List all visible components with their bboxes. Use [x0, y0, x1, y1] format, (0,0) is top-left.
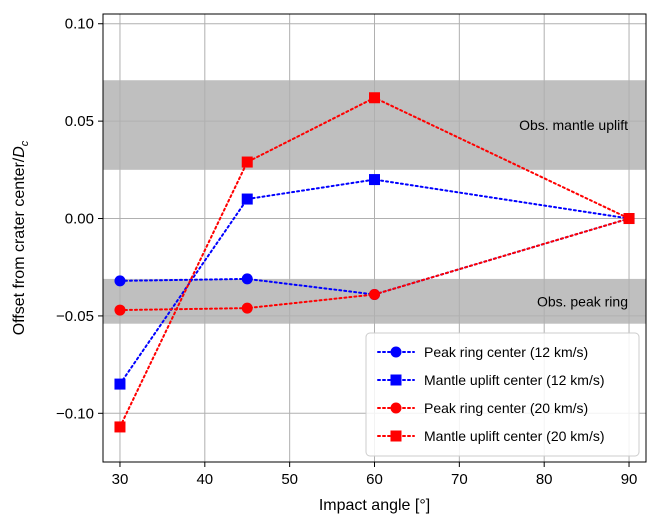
series-line	[118, 178, 631, 386]
series-layer	[114, 92, 635, 433]
series-line	[118, 217, 631, 296]
y-tick-label: 0.05	[65, 113, 94, 130]
x-tick-label: 70	[451, 471, 468, 488]
labels-layer: Obs. mantle uplift Obs. peak ring	[519, 117, 628, 309]
x-tick-label: 90	[621, 471, 638, 488]
data-point	[114, 275, 126, 287]
x-axis-label: Impact angle [°]	[319, 497, 430, 514]
x-tick-label: 60	[366, 471, 383, 488]
y-tick-label: −0.10	[56, 405, 94, 422]
legend-entry-label: Mantle uplift center (12 km/s)	[424, 372, 605, 388]
legend-swatch-marker	[390, 430, 402, 442]
series-line	[118, 217, 631, 312]
data-point	[369, 288, 380, 300]
legend-box	[365, 332, 640, 457]
data-point	[241, 273, 253, 285]
legend-swatch-marker	[390, 374, 402, 386]
series-line	[118, 96, 631, 428]
band-label: Obs. peak ring	[537, 293, 628, 309]
y-tick-label: 0.00	[65, 211, 94, 228]
band-label: Obs. mantle uplift	[519, 117, 628, 133]
data-point	[114, 304, 126, 316]
data-point	[623, 213, 635, 225]
y-axis-label-main: Offset from crater center/	[11, 157, 28, 335]
data-point	[241, 302, 253, 314]
x-tick-label: 80	[536, 471, 553, 488]
data-point	[241, 193, 253, 205]
data-point	[114, 378, 126, 390]
legend-swatch-marker	[390, 346, 402, 358]
y-axis-label: Offset from crater center/Dc	[11, 140, 31, 335]
legend-entry-label: Peak ring center (12 km/s)	[424, 344, 588, 360]
legend-entry-label: Peak ring center (20 km/s)	[424, 400, 588, 416]
y-axis-label-var: D	[11, 146, 28, 158]
y-tick-label: −0.05	[56, 308, 94, 325]
x-tick-label: 30	[112, 471, 129, 488]
data-point	[369, 174, 380, 186]
x-tick-label: 40	[196, 471, 213, 488]
legend: Peak ring center (12 km/s) Mantle uplift …	[365, 332, 640, 457]
legend-entry-label: Mantle uplift center (20 km/s)	[424, 428, 605, 444]
ticks-layer: 30 40 50 60 70 80 90 −0.10 −0.05 0.00 0.05 0.10	[56, 16, 637, 488]
legend-swatch-marker	[390, 402, 402, 414]
data-point	[114, 421, 126, 433]
x-tick-label: 50	[281, 471, 298, 488]
data-point	[241, 156, 253, 168]
y-tick-label: 0.10	[65, 16, 94, 33]
data-point	[369, 92, 380, 104]
y-axis-label-sub: c	[19, 140, 31, 146]
